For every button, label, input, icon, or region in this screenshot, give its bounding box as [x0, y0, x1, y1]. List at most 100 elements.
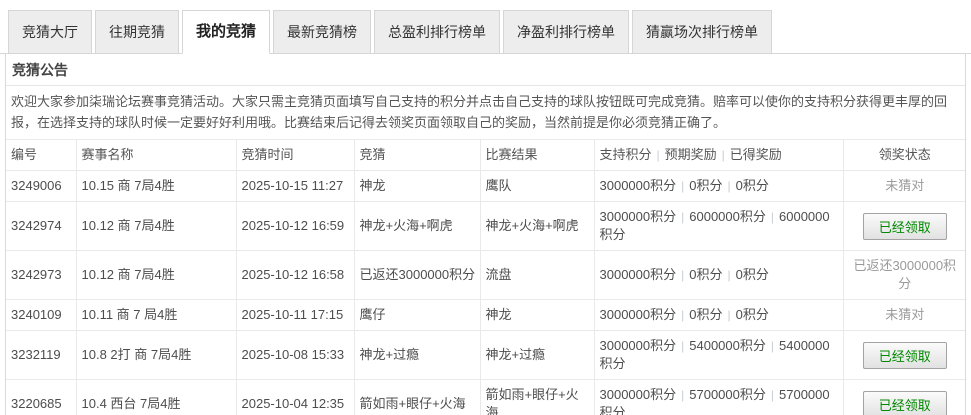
cell-time: 2025-10-08 15:33 — [235, 330, 355, 380]
tab[interactable]: 我的竞猜 — [182, 10, 271, 54]
status-text: 未猜对 — [885, 307, 925, 322]
claim-button[interactable]: 已经领取 — [862, 341, 947, 369]
col-event: 赛事名称 — [75, 139, 237, 171]
pipe-separator: | — [770, 210, 774, 224]
cell-event: 10.8 2打 商 7局4胜 — [75, 330, 237, 380]
cell-time: 2025-10-12 16:59 — [235, 201, 355, 251]
pipe-separator: | — [681, 339, 685, 353]
received-points: 0积分 — [735, 178, 769, 193]
cell-time: 2025-10-15 11:27 — [235, 170, 355, 202]
status-text: 未猜对 — [885, 178, 925, 193]
tab[interactable]: 猜赢场次排行榜单 — [632, 10, 773, 53]
pipe-separator: | — [721, 148, 725, 162]
tab[interactable]: 总盈利排行榜单 — [374, 10, 501, 53]
pipe-separator: | — [681, 268, 685, 282]
pipe-separator: | — [727, 308, 731, 322]
cell-id: 3249006 — [6, 170, 77, 202]
support-points: 3000000积分 — [599, 209, 677, 224]
col-id: 编号 — [6, 139, 77, 171]
tab[interactable]: 最新竞猜榜 — [273, 10, 372, 53]
cell-event: 10.12 商 7局4胜 — [75, 250, 237, 300]
cell-id: 3242974 — [6, 201, 77, 251]
table-row: 3242973 10.12 商 7局4胜 2025-10-12 16:58 已返… — [6, 250, 965, 300]
table-row: 3232119 10.8 2打 商 7局4胜 2025-10-08 15:33 … — [6, 330, 965, 380]
cell-points: 3000000积分 | 0积分 | 0积分 — [593, 250, 844, 300]
received-points: 5700000积分 — [599, 387, 830, 415]
cell-event: 10.15 商 7局4胜 — [75, 170, 237, 202]
content-panel: 竞猜公告 欢迎大家参加柒瑞论坛赛事竞猜活动。大家只需主竞猜页面填写自己支持的积分… — [5, 54, 966, 415]
pipe-separator: | — [770, 388, 774, 402]
support-points: 3000000积分 — [599, 267, 677, 282]
cell-guess: 鹰仔 — [353, 299, 481, 331]
cell-id: 3220685 — [6, 379, 77, 415]
cell-points: 3000000积分 | 0积分 | 0积分 — [593, 299, 844, 331]
cell-status: 已返还3000000积分 — [842, 250, 965, 300]
expected-points: 5700000积分 — [689, 387, 766, 402]
cell-status: 已经领取 — [842, 379, 965, 415]
pipe-separator: | — [681, 308, 685, 322]
tab[interactable]: 净盈利排行榜单 — [503, 10, 630, 53]
cell-status: 已经领取 — [842, 330, 965, 380]
cell-id: 3240109 — [6, 299, 77, 331]
received-points: 6000000积分 — [599, 209, 830, 242]
status-text: 已返还3000000积分 — [853, 258, 957, 291]
table-row: 3242974 10.12 商 7局4胜 2025-10-12 16:59 神龙… — [6, 201, 965, 251]
cell-result: 神龙+过瘾 — [479, 330, 595, 380]
table-body: 3249006 10.15 商 7局4胜 2025-10-15 11:27 神龙… — [6, 170, 965, 415]
cell-guess: 已返还3000000积分 — [353, 250, 481, 300]
cell-result: 神龙+火海+啊虎 — [479, 201, 595, 251]
tab[interactable]: 往期竞猜 — [95, 10, 179, 53]
col-time: 竞猜时间 — [235, 139, 355, 171]
cell-result: 流盘 — [479, 250, 595, 300]
cell-points: 3000000积分 | 0积分 | 0积分 — [593, 170, 844, 202]
cell-points: 3000000积分 | 5400000积分 | 5400000积分 — [593, 330, 844, 380]
cell-status: 未猜对 — [842, 299, 965, 331]
claim-button[interactable]: 已经领取 — [862, 390, 947, 415]
received-points: 5400000积分 — [599, 338, 830, 371]
cell-guess: 箭如雨+眼仔+火海 — [353, 379, 481, 415]
expected-points: 0积分 — [689, 267, 723, 282]
cell-guess: 神龙 — [353, 170, 481, 202]
cell-status: 未猜对 — [842, 170, 965, 202]
col-status: 领奖状态 — [842, 139, 965, 171]
expected-points: 5400000积分 — [689, 338, 766, 353]
table-row: 3220685 10.4 西台 7局4胜 2025-10-04 12:35 箭如… — [6, 379, 965, 415]
expected-points: 6000000积分 — [689, 209, 766, 224]
tab-bar: 竞猜大厅 往期竞猜 我的竞猜 最新竞猜榜 总盈利排行榜单 净盈利排行榜单 猜赢场次排行榜单 — [0, 0, 971, 54]
cell-event: 10.4 西台 7局4胜 — [75, 379, 237, 415]
received-points: 0积分 — [735, 307, 769, 322]
col-support: 支持积分 — [599, 147, 652, 162]
cell-time: 2025-10-11 17:15 — [235, 299, 355, 331]
expected-points: 0积分 — [689, 307, 723, 322]
support-points: 3000000积分 — [599, 178, 677, 193]
table-row: 3240109 10.11 商 7 局4胜 2025-10-11 17:15 鹰… — [6, 299, 965, 331]
support-points: 3000000积分 — [599, 387, 677, 402]
cell-points: 3000000积分 | 6000000积分 | 6000000积分 — [593, 201, 844, 251]
cell-result: 神龙 — [479, 299, 595, 331]
cell-event: 10.12 商 7局4胜 — [75, 201, 237, 251]
col-result: 比赛结果 — [479, 139, 595, 171]
col-points-group: 支持积分 | 预期奖励 | 已得奖励 — [593, 139, 844, 171]
table-header-row: 编号 赛事名称 竞猜时间 竞猜 比赛结果 支持积分 | 预期奖励 | 已得奖励 领奖状态 — [6, 139, 965, 171]
cell-event: 10.11 商 7 局4胜 — [75, 299, 237, 331]
cell-result: 鹰队 — [479, 170, 595, 202]
expected-points: 0积分 — [689, 178, 723, 193]
cell-guess: 神龙+火海+啊虎 — [353, 201, 481, 251]
tab[interactable]: 竞猜大厅 — [8, 10, 92, 53]
cell-result: 箭如雨+眼仔+火海 — [479, 379, 595, 415]
support-points: 3000000积分 — [599, 338, 677, 353]
pipe-separator: | — [681, 179, 685, 193]
received-points: 0积分 — [735, 267, 769, 282]
cell-id: 3242973 — [6, 250, 77, 300]
pipe-separator: | — [727, 268, 731, 282]
table-row: 3249006 10.15 商 7局4胜 2025-10-15 11:27 神龙… — [6, 170, 965, 202]
notice-title: 竞猜公告 — [6, 54, 965, 86]
pipe-separator: | — [656, 148, 660, 162]
col-received: 已得奖励 — [729, 147, 782, 162]
cell-guess: 神龙+过瘾 — [353, 330, 481, 380]
cell-status: 已经领取 — [842, 201, 965, 251]
col-guess: 竞猜 — [353, 139, 481, 171]
cell-id: 3232119 — [6, 330, 77, 380]
cell-time: 2025-10-04 12:35 — [235, 379, 355, 415]
claim-button[interactable]: 已经领取 — [862, 212, 947, 240]
